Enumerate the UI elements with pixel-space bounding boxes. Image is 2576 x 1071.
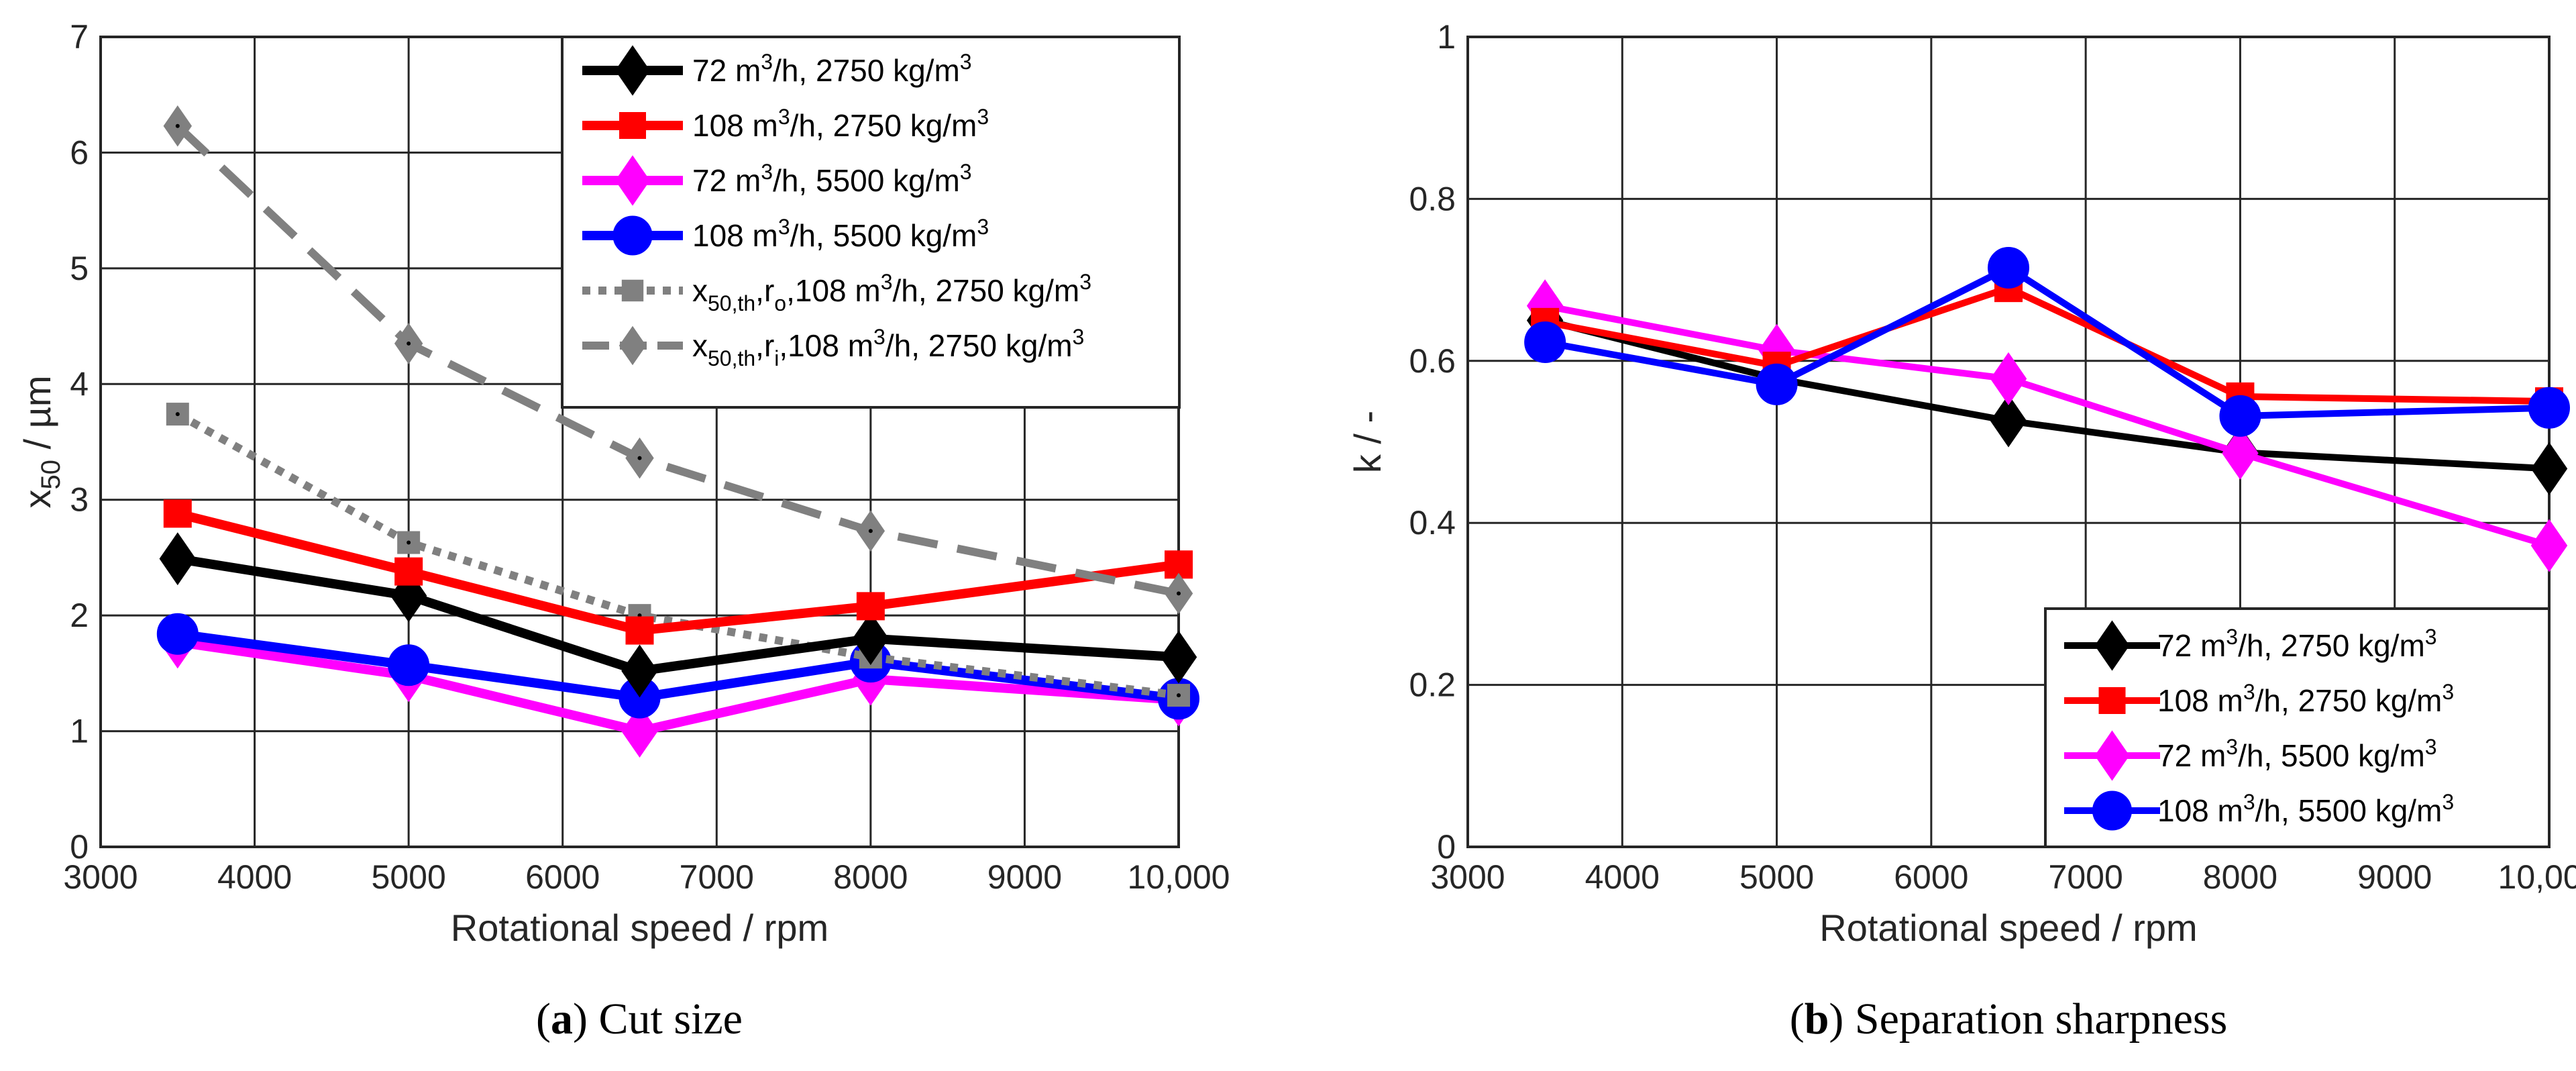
x-tick-label: 5000 <box>1739 858 1814 896</box>
data-point <box>1756 363 1798 405</box>
y-tick-label: 0.2 <box>1409 666 1456 704</box>
y-tick-label: 2 <box>70 597 89 634</box>
panel-b-separation-sharpness: 3000 4000 5000 6000 7000 8000 9000 10,000 0 0.2 0.… <box>1346 18 2576 1043</box>
legend-entry-label: 72 m3​/h, 5500 kg/m3​ <box>692 160 972 198</box>
data-point <box>1990 352 2027 405</box>
y-tick-label: 4 <box>70 365 89 403</box>
data-point <box>397 531 421 554</box>
legend-marker <box>619 325 647 366</box>
legend-marker <box>619 112 646 139</box>
series-series_108_5500 <box>1524 246 2570 437</box>
y-axis-label: k / - <box>1346 411 1389 473</box>
x-tick-label: 4000 <box>217 858 292 896</box>
y-tick-label: 5 <box>70 250 89 287</box>
series-series_72_2750 <box>159 532 1197 698</box>
y-tick-label: 1 <box>1437 18 1456 56</box>
data-point <box>2530 442 2568 495</box>
x-tick-label: 8000 <box>2203 858 2277 896</box>
legend-entry-label: x50,th​,ri​,108 m3​/h, 2750 kg/m3​ <box>692 325 1084 370</box>
data-point <box>2530 519 2568 572</box>
data-point <box>852 612 890 666</box>
axes-box <box>1466 36 2551 848</box>
series-series_th_ri <box>163 105 1193 615</box>
legend-marker <box>615 45 650 96</box>
data-point <box>621 705 658 758</box>
panel-a-cut-size: 3000 4000 5000 6000 7000 8000 9000 10,000 0 1 2 3 4 5… <box>16 18 1230 1043</box>
y-axis-label: x50 / µm <box>16 375 66 508</box>
data-point <box>856 592 885 621</box>
legend-entry-label: 108 m3​/h, 5500 kg/m3​ <box>2157 790 2454 828</box>
x-tick-label: 10,000 <box>2498 858 2576 896</box>
legend-marker <box>621 279 644 302</box>
data-point <box>390 569 427 623</box>
x-tick-label: 9000 <box>2357 858 2432 896</box>
x-tick-label: 6000 <box>525 858 600 896</box>
data-point-dot <box>868 529 873 533</box>
y-tick-label: 3 <box>70 481 89 519</box>
legend-marker <box>2092 790 2132 831</box>
legend: 72 m3​/h, 2750 kg/m3​ 108 m3​/h, 2750 kg/… <box>561 36 1181 409</box>
x-tick-label: 5000 <box>372 858 446 896</box>
legend-entry-label: 72 m3​/h, 2750 kg/m3​ <box>2157 625 2437 663</box>
legend-marker <box>2094 730 2130 781</box>
x-axis-label: Rotational speed / rpm <box>1819 907 2197 949</box>
data-point <box>2219 395 2261 437</box>
legend-entry-label: 72 m3​/h, 2750 kg/m3​ <box>692 50 972 88</box>
x-tick-label: 9000 <box>987 858 1062 896</box>
legend-entry-label: 108 m3​/h, 5500 kg/m3​ <box>692 215 989 253</box>
data-point <box>394 557 423 586</box>
x-tick-label: 7000 <box>680 858 754 896</box>
data-point-dot <box>175 123 180 128</box>
legend: 72 m3​/h, 2750 kg/m3​ 108 m3​/h, 2750 kg/… <box>2044 607 2551 848</box>
data-point <box>388 644 430 686</box>
x-tick-label: 8000 <box>833 858 908 896</box>
data-point-dot <box>1177 591 1181 596</box>
legend-entry-label: x50,th​,ro​,108 m3​/h, 2750 kg/m3​ <box>692 270 1091 315</box>
data-point-dot <box>407 341 411 346</box>
data-point <box>2222 426 2259 480</box>
x-tick-label: 3000 <box>63 858 138 896</box>
x-tick-label: 4000 <box>1585 858 1660 896</box>
panel-caption: (b) Separation sharpness <box>1790 994 2228 1043</box>
legend-marker <box>2098 687 2126 714</box>
legend-entry-label: 72 m3​/h, 5500 kg/m3​ <box>2157 735 2437 773</box>
legend-entry-label: 108 m3​/h, 2750 kg/m3​ <box>692 105 989 143</box>
y-tick-label: 0 <box>1437 828 1456 866</box>
data-point <box>156 613 199 655</box>
x-tick-label: 6000 <box>1894 858 1968 896</box>
panel-caption: (a) Cut size <box>536 994 743 1043</box>
x-tick-label: 3000 <box>1430 858 1505 896</box>
y-tick-label: 0.4 <box>1409 504 1456 542</box>
data-point <box>163 499 192 528</box>
data-point-dot <box>637 456 642 460</box>
y-tick-label: 6 <box>70 134 89 171</box>
data-point <box>159 532 197 586</box>
x-tick-label: 10,000 <box>1128 858 1230 896</box>
x-tick-label: 7000 <box>2049 858 2123 896</box>
legend-marker <box>2094 620 2130 671</box>
legend-marker <box>615 155 650 206</box>
y-tick-label: 0.6 <box>1409 342 1456 380</box>
x-axis-label: Rotational speed / rpm <box>451 907 828 949</box>
legend-marker <box>612 215 653 256</box>
legend-entry-label: 108 m3​/h, 2750 kg/m3​ <box>2157 680 2454 718</box>
data-point <box>1524 321 1566 364</box>
y-tick-label: 7 <box>70 18 89 56</box>
y-tick-label: 0 <box>70 828 89 866</box>
data-point <box>2528 387 2570 429</box>
y-tick-label: 0.8 <box>1409 180 1456 217</box>
y-tick-label: 1 <box>70 713 89 750</box>
data-point <box>1167 684 1190 707</box>
data-point <box>625 616 654 645</box>
data-point-dot <box>175 412 180 417</box>
data-point <box>1988 246 2029 289</box>
data-point <box>621 644 658 698</box>
data-point-dot <box>407 540 411 545</box>
series-series_108_2750 <box>163 499 1193 645</box>
data-point <box>1160 630 1197 684</box>
data-point-dot <box>1177 693 1181 698</box>
data-point <box>1990 394 2027 448</box>
